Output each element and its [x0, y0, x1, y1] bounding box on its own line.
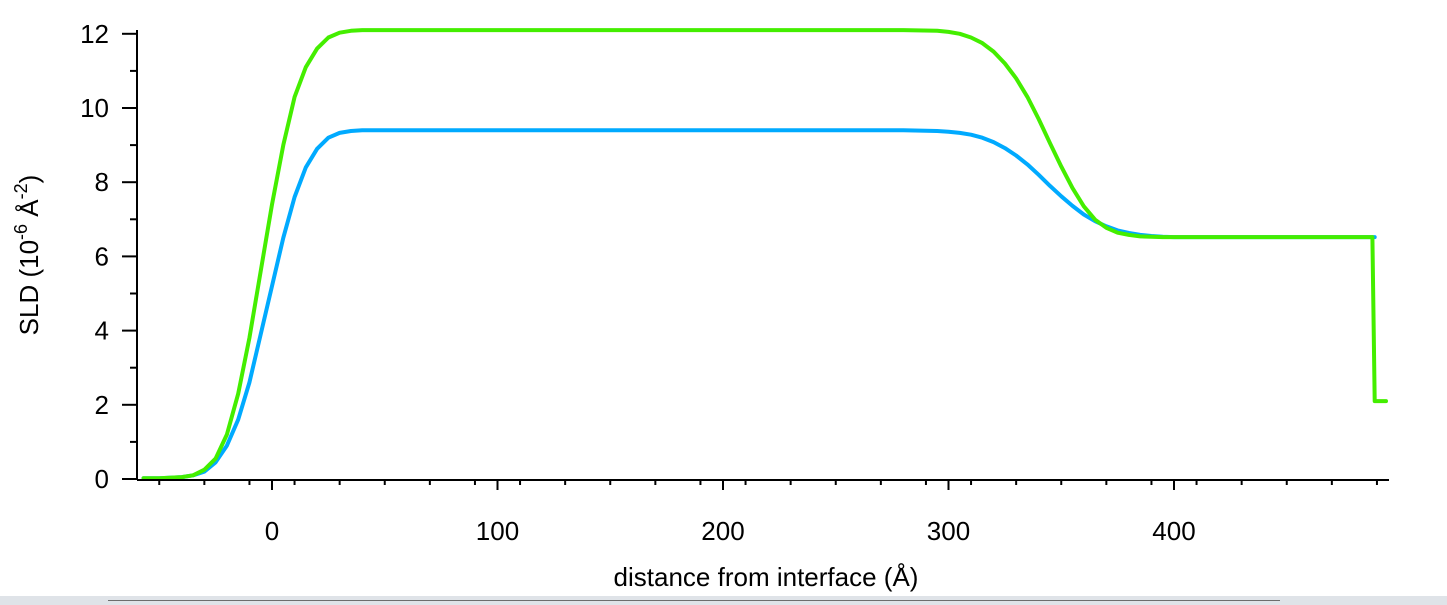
y-tick-label: 6	[95, 241, 109, 271]
y-tick-label: 4	[95, 316, 109, 346]
axes-layer	[136, 30, 1389, 481]
y-axis-title-middle: Å	[14, 199, 44, 224]
y-tick-label: 12	[80, 19, 109, 49]
y-tick-label: 10	[80, 93, 109, 123]
x-axis-title: distance from interface (Å)	[614, 562, 919, 592]
x-tick-label: 400	[1152, 516, 1195, 546]
series-line-2	[141, 28, 1388, 481]
x-tick-label: 300	[927, 516, 970, 546]
y-axis-title-prefix: SLD (10	[14, 240, 44, 335]
y-tick-label: 0	[95, 464, 109, 494]
y-axis-title-suffix: )	[14, 175, 44, 184]
series-line-1	[141, 128, 1377, 481]
y-tick-label: 8	[95, 167, 109, 197]
x-tick-label: 0	[265, 516, 279, 546]
series-layer	[141, 28, 1388, 481]
x-tick-label: 200	[701, 516, 744, 546]
y-axis-title: SLD (10-6 Å-2)	[11, 175, 44, 336]
y-axis-title-exponent-1: -6	[11, 224, 31, 240]
bottom-strip-rule	[108, 600, 1280, 601]
y-axis-title-exponent-2: -2	[11, 183, 31, 199]
x-ticks: 0 100 200 300 400	[158, 480, 1378, 546]
x-tick-label: 100	[476, 516, 519, 546]
y-ticks: 0 2 4 6 8 10 12	[80, 19, 137, 494]
y-tick-label: 2	[95, 390, 109, 420]
